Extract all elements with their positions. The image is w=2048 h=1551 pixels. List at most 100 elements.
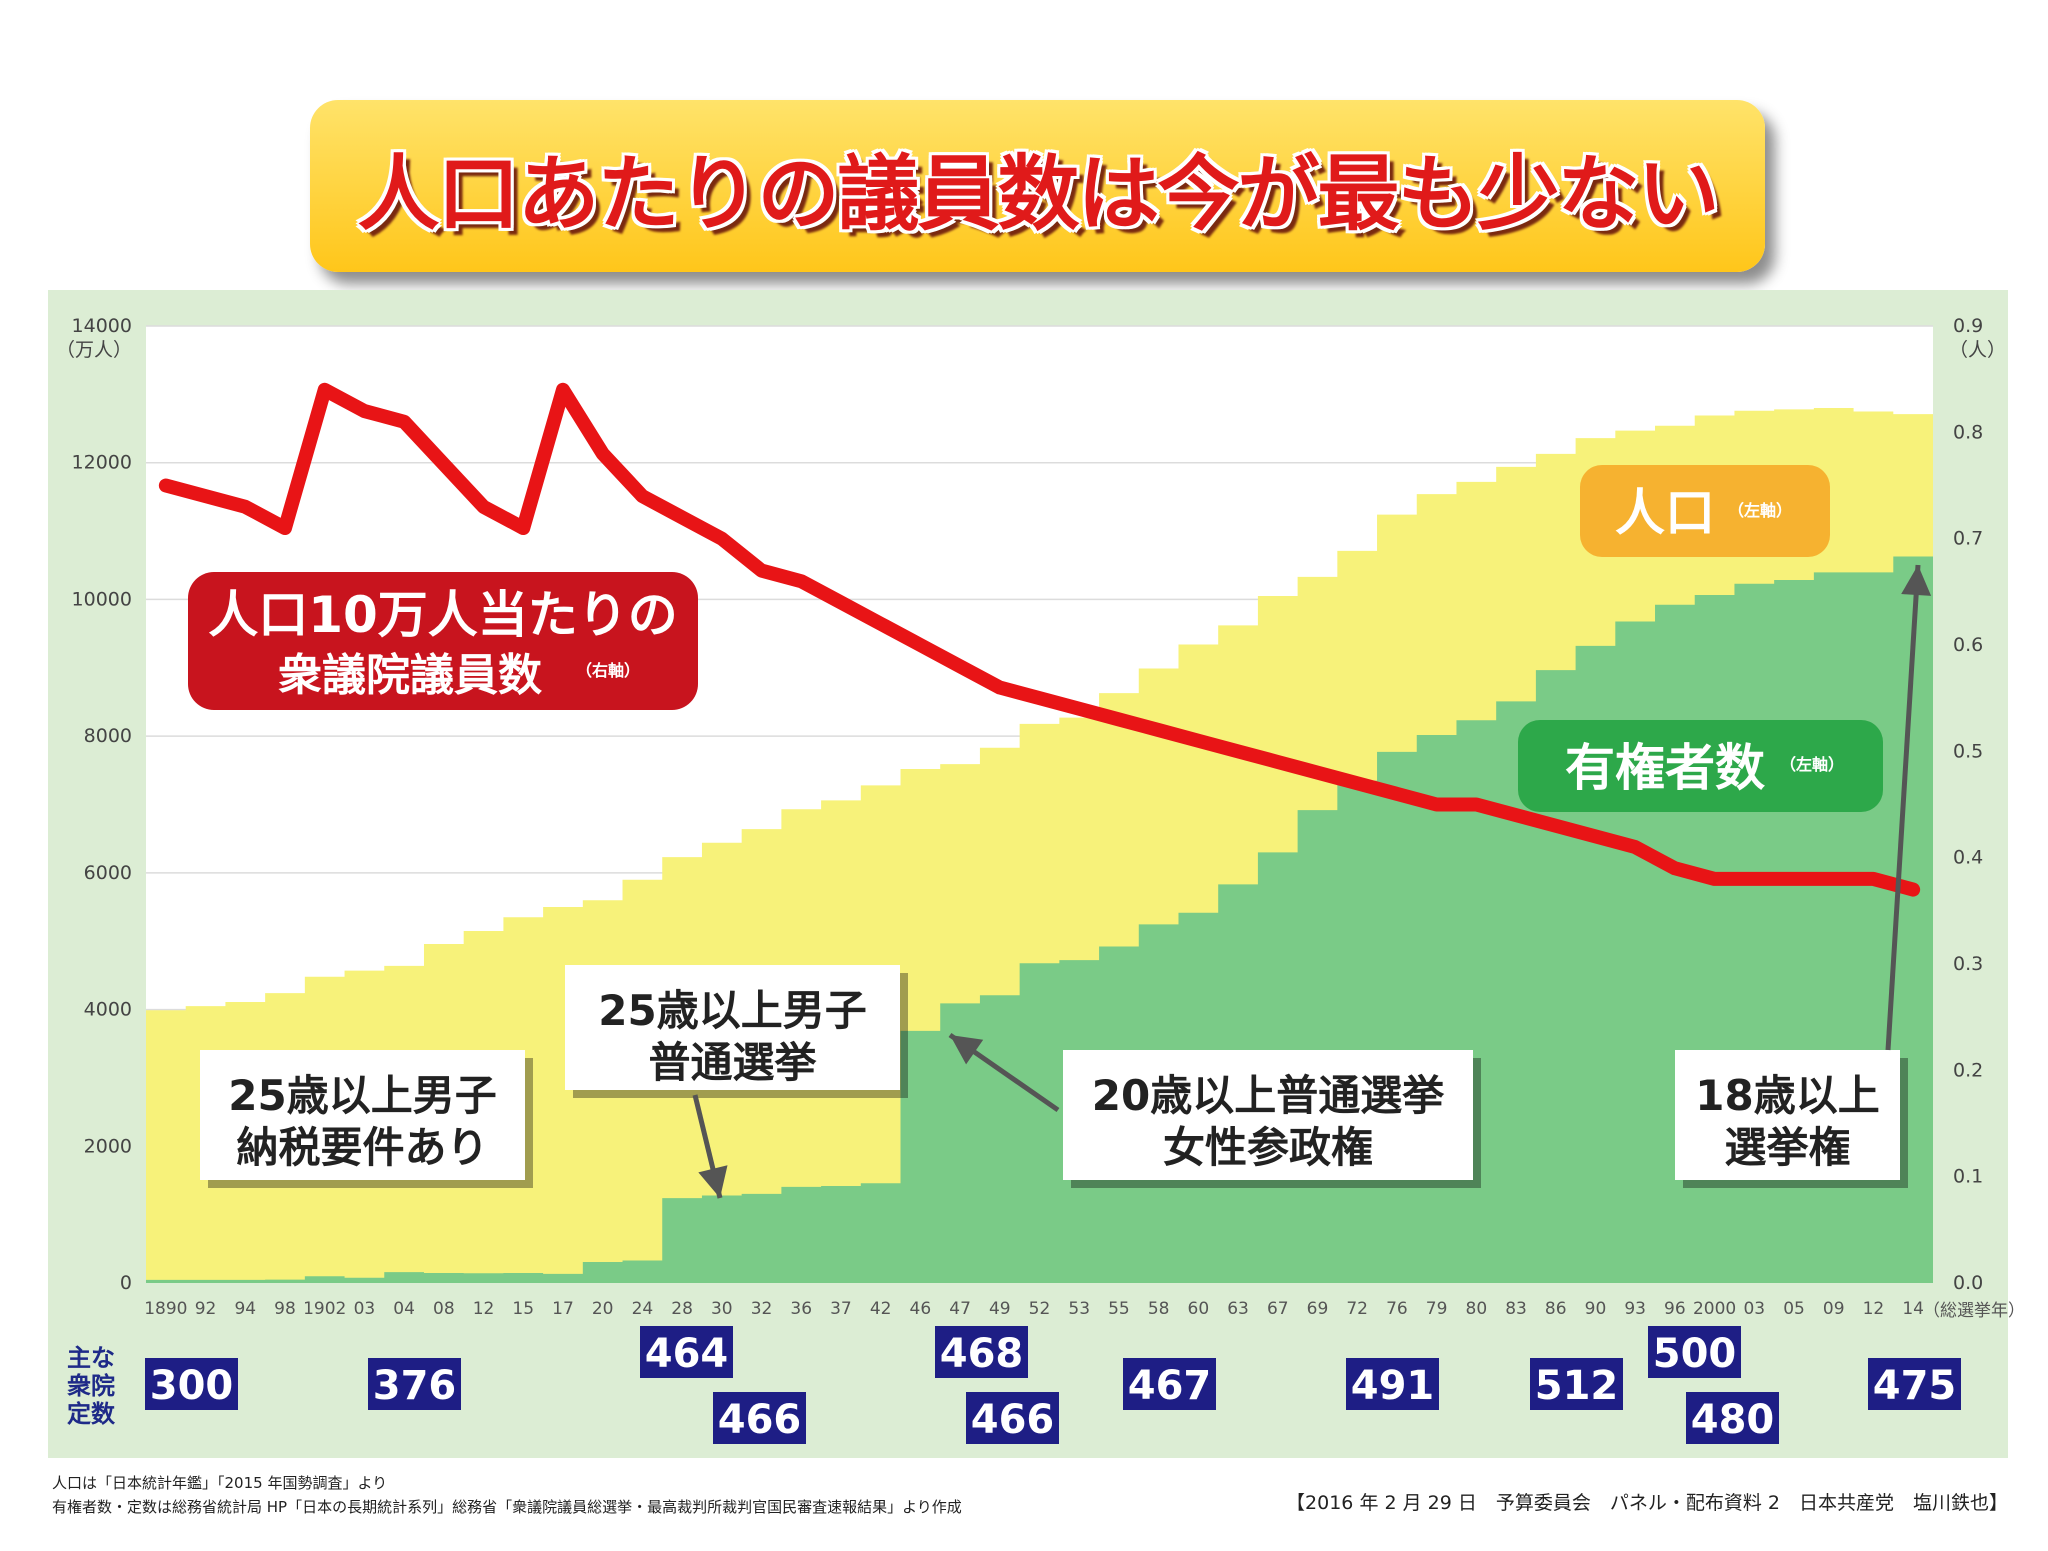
x-tick-label: 96 [1664,1299,1686,1319]
right-axis-tick-label: 0.1 [1953,1166,1983,1188]
x-tick-label: 80 [1466,1299,1488,1319]
left-axis-tick-label: 10000 [72,588,132,610]
left-axis-tick-label: 4000 [84,999,132,1021]
legend-population-box [1580,465,1830,557]
seat-count-box [966,1392,1059,1444]
x-tick-label: 49 [989,1299,1011,1319]
x-tick-label: 83 [1505,1299,1527,1319]
left-axis-tick-label: 8000 [84,725,132,747]
seat-count-box [1123,1358,1216,1410]
seat-count-value: 464 [645,1331,729,1377]
seat-count-value: 466 [718,1397,802,1443]
x-tick-label: 94 [234,1299,256,1319]
footnote-source-1: 人口は「日本統計年鑑」「2015 年国勢調査」より [52,1474,388,1492]
seat-count-box [1346,1358,1439,1410]
seat-count-box [145,1358,238,1410]
annotation-universal-suffrage-line: 20歳以上普通選挙 [1092,1071,1445,1120]
legend-voters-axis-note: （左軸） [1780,755,1844,774]
x-tick-label: 42 [870,1299,892,1319]
annotation-universal-suffrage-box [1063,1050,1473,1180]
seat-count-box [935,1326,1028,1378]
right-axis-tick-label: 0.6 [1953,634,1983,656]
x-tick-label: 09 [1823,1299,1845,1319]
seat-count-box [1530,1358,1623,1410]
x-tick-label: 15 [512,1299,534,1319]
x-tick-label: 32 [751,1299,773,1319]
legend-population-axis-note: （左軸） [1728,501,1792,520]
left-axis-tick-label: 2000 [84,1135,132,1157]
x-axis-suffix: （総選挙年） [1923,1301,2025,1321]
seats-row-label: 定数 [67,1400,116,1428]
legend-ratio-axis-note: （右軸） [576,661,640,680]
x-tick-label: 86 [1545,1299,1567,1319]
annotation-universal-suffrage-line: 女性参政権 [1163,1123,1373,1172]
x-tick-label: 12 [1863,1299,1885,1319]
right-axis-tick-label: 0.2 [1953,1059,1983,1081]
x-tick-label: 58 [1148,1299,1170,1319]
annotation-tax-requirement-box [200,1050,525,1180]
seat-count-value: 300 [150,1363,234,1409]
legend-ratio-box [188,572,698,710]
arrow-male-suffrage-head [698,1165,728,1198]
x-tick-label: 92 [195,1299,217,1319]
seat-count-box [368,1358,461,1410]
seat-count-value: 468 [940,1331,1024,1377]
right-axis-tick-label: 0.9 [1953,315,1983,337]
x-tick-label: 14 [1902,1299,1924,1319]
x-tick-label: 93 [1624,1299,1646,1319]
x-tick-label: 37 [830,1299,852,1319]
x-tick-label: 72 [1346,1299,1368,1319]
x-tick-label: 47 [949,1299,971,1319]
legend-ratio-label-line2: 衆議院議員数 [278,650,542,701]
seat-count-value: 467 [1128,1363,1212,1409]
x-tick-label: 08 [433,1299,455,1319]
left-axis-tick-label: 12000 [72,452,132,474]
annotation-tax-requirement-line: 25歳以上男子 [228,1071,496,1120]
x-tick-label: 53 [1068,1299,1090,1319]
seat-count-box [1686,1392,1779,1444]
seat-count-box [1648,1326,1741,1378]
x-tick-label: 20 [592,1299,614,1319]
seat-count-value: 466 [971,1397,1055,1443]
seats-row-label: 主な [67,1344,115,1372]
legend-ratio-label-line1: 人口10万人当たりの [208,586,678,644]
x-tick-label: 05 [1783,1299,1805,1319]
left-axis-tick-label: 6000 [84,862,132,884]
x-tick-label: 67 [1267,1299,1289,1319]
annotation-male-suffrage-line: 25歳以上男子 [598,986,866,1035]
x-tick-label: 63 [1227,1299,1249,1319]
seat-count-box [713,1392,806,1444]
seat-count-value: 376 [373,1363,457,1409]
x-tick-label: 60 [1188,1299,1210,1319]
annotation-tax-requirement-line: 納税要件あり [236,1123,488,1172]
x-tick-label: 1890 [144,1299,187,1319]
arrow-age18 [1885,564,1921,1051]
seat-count-value: 480 [1691,1397,1775,1443]
annotation-age18-line: 18歳以上 [1695,1071,1879,1120]
annotation-age18-line: 選挙権 [1724,1123,1850,1172]
left-axis-tick-label: 14000 [72,315,132,337]
x-tick-label: 24 [632,1299,654,1319]
annotation-male-suffrage-line: 普通選挙 [648,1038,817,1087]
x-tick-label: 69 [1307,1299,1329,1319]
x-tick-label: 2000 [1693,1299,1736,1319]
x-tick-label: 46 [910,1299,932,1319]
ratio-line [158,382,1921,897]
x-tick-label: 98 [274,1299,296,1319]
legend-voters-label: 有権者数 [1565,739,1765,797]
annotation-age18-box [1675,1050,1900,1180]
right-axis-tick-label: 0.5 [1953,740,1983,762]
x-tick-label: 17 [552,1299,574,1319]
x-tick-label: 04 [393,1299,415,1319]
legend-voters-box [1518,720,1883,812]
x-tick-label: 03 [1743,1299,1765,1319]
x-tick-label: 12 [473,1299,495,1319]
right-axis-tick-label: 0.3 [1953,953,1983,975]
seat-count-value: 500 [1653,1331,1737,1377]
x-tick-label: 90 [1585,1299,1607,1319]
chart-title: 人口あたりの議員数は今が最も少ない [357,146,1719,242]
seat-count-value: 475 [1873,1363,1957,1409]
left-axis-unit: （万人） [56,339,132,361]
x-tick-label: 03 [354,1299,376,1319]
